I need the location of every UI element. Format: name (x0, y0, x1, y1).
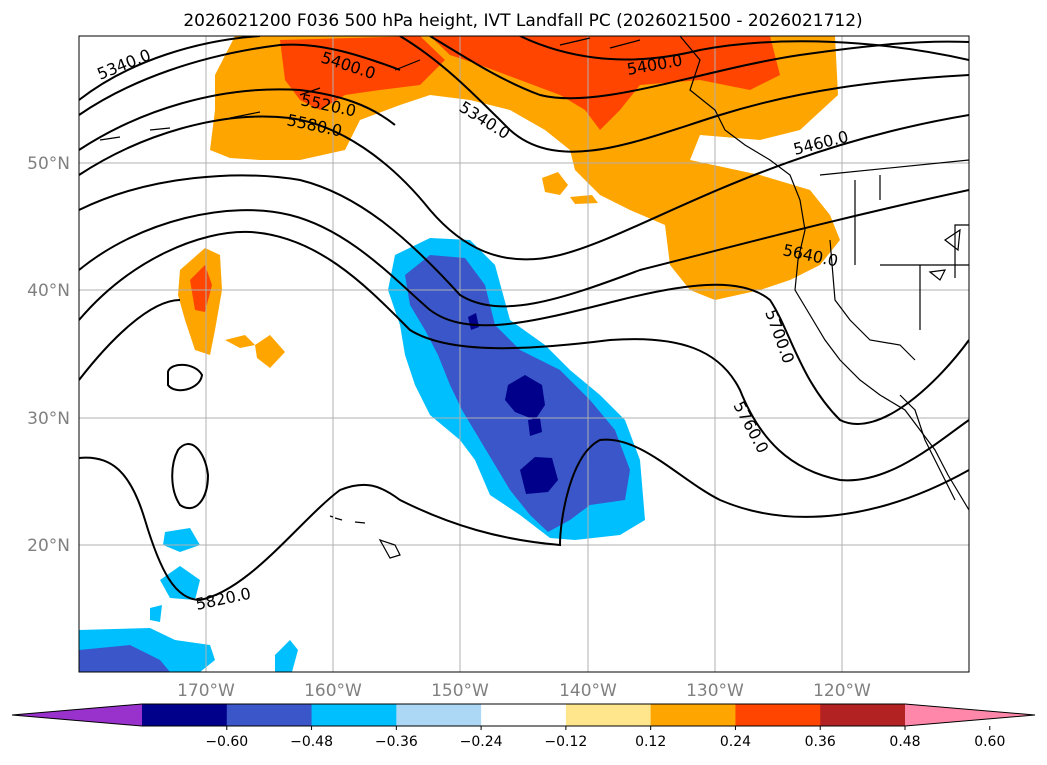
colorbar-outline (11, 703, 1036, 727)
colorbar-tick-label: −0.24 (460, 734, 503, 750)
colorbar-segment (735, 704, 821, 726)
lat-label: 20°N (27, 536, 70, 556)
colorbar-tick-label: 0.12 (635, 734, 666, 750)
negative-ivt-shading (79, 238, 645, 672)
colorbar-segment (396, 704, 482, 726)
colorbar-tick-label: −0.48 (290, 734, 333, 750)
contour-5400a (79, 43, 401, 116)
colorbar-segment (142, 704, 228, 726)
neg-weak-blob-sw3 (150, 605, 162, 622)
pos-weak-area (210, 36, 840, 300)
contour-closed-2 (171, 443, 210, 510)
neg-strong-blob-3 (528, 418, 542, 436)
neg-weak-blob-sw2 (160, 566, 200, 600)
neg-strong-blob-2 (505, 375, 545, 420)
figure-title: 2026021200 F036 500 hPa height, IVT Land… (183, 11, 862, 31)
contour-5580 (79, 114, 969, 261)
lat-label: 40°N (27, 281, 70, 301)
graticule (79, 36, 969, 672)
contour-5460 (519, 36, 969, 61)
neg-weak-corner-2 (275, 640, 298, 672)
neg-strong-blob-4 (520, 457, 558, 494)
pos-weak-blob-4 (542, 172, 568, 195)
colorbar-segment (650, 704, 736, 726)
contour-closed-1 (167, 363, 204, 392)
colorbar-tick-label: −0.12 (544, 734, 587, 750)
pos-weak-blob-3 (255, 335, 285, 368)
colorbar-extend-high (905, 704, 1035, 726)
colorbar: −0.60 −0.48 −0.36 −0.24 −0.12 0.12 0.24 0.36 0.4… (11, 703, 1036, 750)
colorbar-tick-label: −0.36 (375, 734, 418, 750)
map-frame (78, 35, 970, 673)
neg-weak-blob-sw (163, 528, 200, 552)
contour-5700 (79, 209, 969, 425)
pos-weak-blob-5 (570, 195, 598, 204)
lon-label: 120°W (813, 681, 871, 701)
colorbar-extend-low (12, 704, 142, 726)
map-panel: 5340.0 5400.0 5520.0 5580.0 5340.0 5400.… (78, 35, 970, 673)
contour-5340 (79, 36, 261, 101)
lon-label: 130°W (686, 681, 744, 701)
latitude-labels: 50°N 40°N 30°N 20°N (27, 154, 70, 556)
lat-label: 50°N (27, 154, 70, 174)
contour-5340b (399, 36, 969, 153)
contour-5400b (429, 36, 969, 100)
neg-mid-corner (79, 645, 170, 672)
colorbar-tick-label: −0.60 (205, 734, 248, 750)
lon-label: 140°W (559, 681, 617, 701)
contour-5520 (79, 88, 396, 151)
lon-label: 170°W (177, 681, 235, 701)
height-contours (79, 36, 969, 602)
lat-label: 30°N (27, 409, 70, 429)
lon-label: 150°W (431, 681, 489, 701)
colorbar-segment (226, 704, 313, 726)
colorbar-segment (481, 704, 567, 726)
positive-ivt-shading (178, 36, 840, 368)
pos-mid-area-east (430, 36, 780, 130)
contour-5640 (79, 174, 969, 308)
pos-weak-blob-2 (225, 335, 255, 348)
colorbar-tick-label: 0.48 (889, 734, 920, 750)
colorbar-tick-label: 0.60 (974, 734, 1005, 750)
colorbar-tick-label: 0.36 (805, 734, 836, 750)
longitude-labels: 170°W 160°W 150°W 140°W 130°W 120°W (177, 681, 871, 701)
pos-mid-area-west (280, 36, 445, 110)
colorbar-segment (565, 704, 652, 726)
colorbar-segment (311, 704, 397, 726)
contour-5820 (79, 299, 969, 602)
colorbar-tick-label: 0.24 (720, 734, 751, 750)
contour-5760 (79, 230, 969, 482)
lon-label: 160°W (304, 681, 362, 701)
colorbar-segment (820, 704, 906, 726)
